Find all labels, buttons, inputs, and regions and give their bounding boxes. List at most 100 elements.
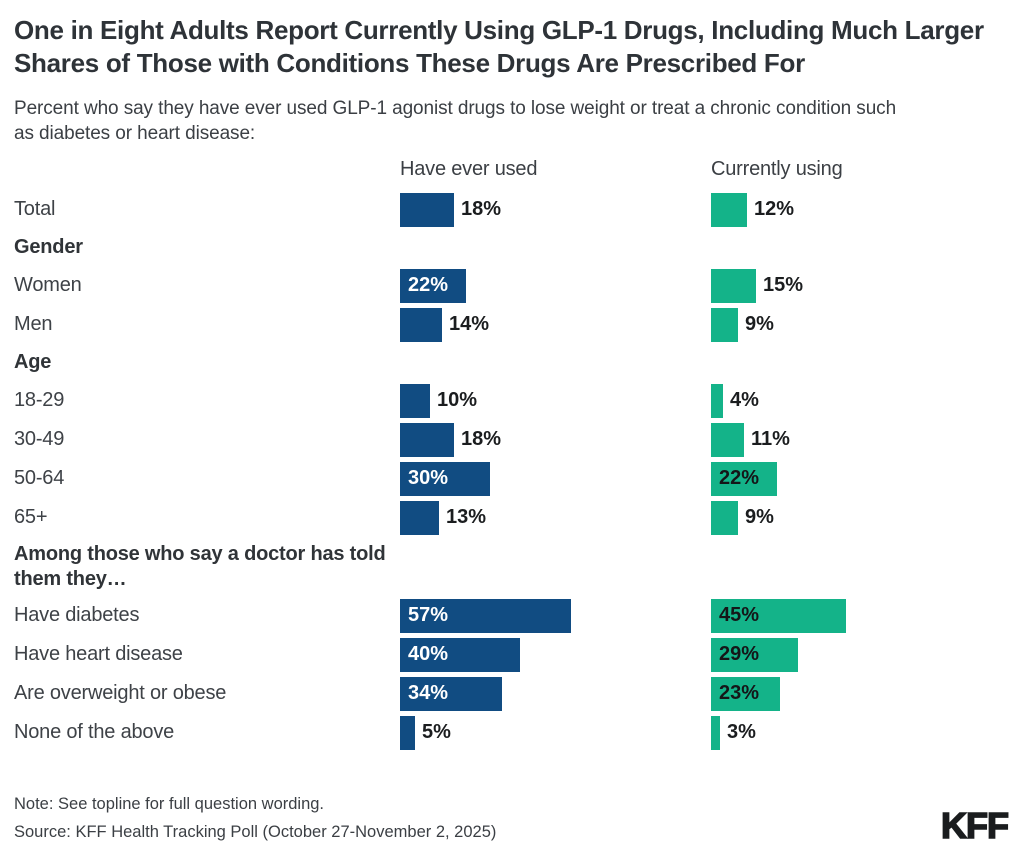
value-label: 13%: [446, 506, 487, 528]
chart-row: Men 14% 9%: [14, 305, 1010, 344]
ever-used-bar-cell: 22%: [400, 268, 711, 303]
ever-used-bar: [400, 500, 439, 535]
currently-using-bar: [711, 268, 756, 303]
value-label: 5%: [422, 721, 451, 743]
ever-used-bar-cell: 40%: [400, 637, 711, 672]
currently-using-bar-cell: 12%: [711, 192, 1010, 227]
row-label: Total: [14, 198, 56, 220]
ever-used-bar: 57%: [400, 598, 571, 633]
value-label: 22%: [719, 467, 760, 489]
currently-using-bar: [711, 500, 738, 535]
value-label: 12%: [754, 198, 795, 220]
currently-using-bar-cell: 11%: [711, 422, 1010, 457]
row-label: Women: [14, 274, 82, 296]
chart-title: One in Eight Adults Report Currently Usi…: [14, 14, 1010, 80]
ever-used-bar-cell: 18%: [400, 422, 711, 457]
currently-using-bar: [711, 192, 747, 227]
series-header-have-ever-used: Have ever used: [400, 158, 538, 180]
currently-using-bar: 23%: [711, 676, 780, 711]
chart-footer: Note: See topline for full question word…: [14, 795, 1010, 847]
column-headers: Have ever used Currently using: [14, 158, 1010, 180]
ever-used-bar-cell: 34%: [400, 676, 711, 711]
section-header-line: them they…: [14, 567, 127, 590]
chart-row: Have diabetes 57% 45%: [14, 596, 1010, 635]
value-label: 4%: [730, 389, 759, 411]
row-label: 50-64: [14, 467, 65, 489]
currently-using-bar-cell: 3%: [711, 715, 1010, 750]
chart-subtitle: Percent who say they have ever used GLP-…: [14, 96, 1010, 146]
chart-row: Women 22% 15%: [14, 266, 1010, 305]
ever-used-bar-cell: 30%: [400, 461, 711, 496]
currently-using-bar: [711, 307, 738, 342]
ever-used-bar-cell: 10%: [400, 383, 711, 418]
value-label: 40%: [408, 643, 449, 665]
currently-using-bar-cell: 29%: [711, 637, 1010, 672]
value-label: 3%: [727, 721, 756, 743]
chart-row: Total 18% 12%: [14, 190, 1010, 229]
ever-used-bar: [400, 383, 430, 418]
source-text: Source: KFF Health Tracking Poll (Octobe…: [14, 823, 497, 841]
row-label: Are overweight or obese: [14, 682, 227, 704]
chart-title-line2: Shares of Those with Conditions These Dr…: [14, 48, 805, 78]
currently-using-bar-cell: 15%: [711, 268, 1010, 303]
ever-used-bar-cell: 18%: [400, 192, 711, 227]
value-label: 9%: [745, 313, 774, 335]
note-text: Note: See topline for full question word…: [14, 795, 325, 813]
ever-used-bar: 34%: [400, 676, 502, 711]
currently-using-bar: [711, 422, 744, 457]
chart-row: Are overweight or obese 34% 23%: [14, 674, 1010, 713]
section-header: Age: [14, 344, 1010, 381]
ever-used-bar: [400, 715, 415, 750]
chart-row: 18-29 10% 4%: [14, 381, 1010, 420]
row-label: 18-29: [14, 389, 65, 411]
chart-subtitle-line2: as diabetes or heart disease:: [14, 123, 256, 144]
kff-logo: KFF: [940, 804, 1010, 847]
value-label: 30%: [408, 467, 449, 489]
section-header-line: Age: [14, 351, 52, 373]
row-label: Have heart disease: [14, 643, 183, 665]
chart-title-line1: One in Eight Adults Report Currently Usi…: [14, 15, 984, 45]
value-label: 14%: [449, 313, 490, 335]
chart-subtitle-line1: Percent who say they have ever used GLP-…: [14, 98, 897, 119]
chart-row: Have heart disease 40% 29%: [14, 635, 1010, 674]
currently-using-bar: 45%: [711, 598, 846, 633]
ever-used-bar-cell: 13%: [400, 500, 711, 535]
currently-using-bar-cell: 23%: [711, 676, 1010, 711]
value-label: 18%: [461, 198, 502, 220]
currently-using-bar-cell: 4%: [711, 383, 1010, 418]
row-label: None of the above: [14, 721, 175, 743]
series-header-currently-using: Currently using: [711, 158, 843, 180]
chart-row: 30-49 18% 11%: [14, 420, 1010, 459]
row-label: Have diabetes: [14, 604, 140, 626]
bar-chart: Have ever used Currently using Total 18% 12%…: [14, 158, 1010, 752]
value-label: 29%: [719, 643, 760, 665]
chart-row: None of the above 5% 3%: [14, 713, 1010, 752]
currently-using-bar: 29%: [711, 637, 798, 672]
ever-used-bar: 30%: [400, 461, 490, 496]
currently-using-bar-cell: 22%: [711, 461, 1010, 496]
currently-using-bar: [711, 715, 720, 750]
currently-using-bar: 22%: [711, 461, 777, 496]
currently-using-bar-cell: 9%: [711, 307, 1010, 342]
currently-using-bar-cell: 45%: [711, 598, 1010, 633]
chart-row: 65+ 13% 9%: [14, 498, 1010, 537]
row-label: 65+: [14, 506, 48, 528]
value-label: 11%: [751, 428, 790, 450]
value-label: 9%: [745, 506, 774, 528]
value-label: 15%: [763, 274, 804, 296]
ever-used-bar: [400, 192, 454, 227]
ever-used-bar: [400, 307, 442, 342]
value-label: 22%: [408, 274, 449, 296]
section-header: Among those who say a doctor has told the…: [14, 537, 1010, 596]
value-label: 45%: [719, 604, 760, 626]
chart-row: 50-64 30% 22%: [14, 459, 1010, 498]
row-label: Men: [14, 313, 53, 335]
ever-used-bar-cell: 14%: [400, 307, 711, 342]
ever-used-bar: 22%: [400, 268, 466, 303]
value-label: 34%: [408, 682, 449, 704]
currently-using-bar-cell: 9%: [711, 500, 1010, 535]
ever-used-bar: 40%: [400, 637, 520, 672]
section-header: Gender: [14, 229, 1010, 266]
value-label: 23%: [719, 682, 760, 704]
